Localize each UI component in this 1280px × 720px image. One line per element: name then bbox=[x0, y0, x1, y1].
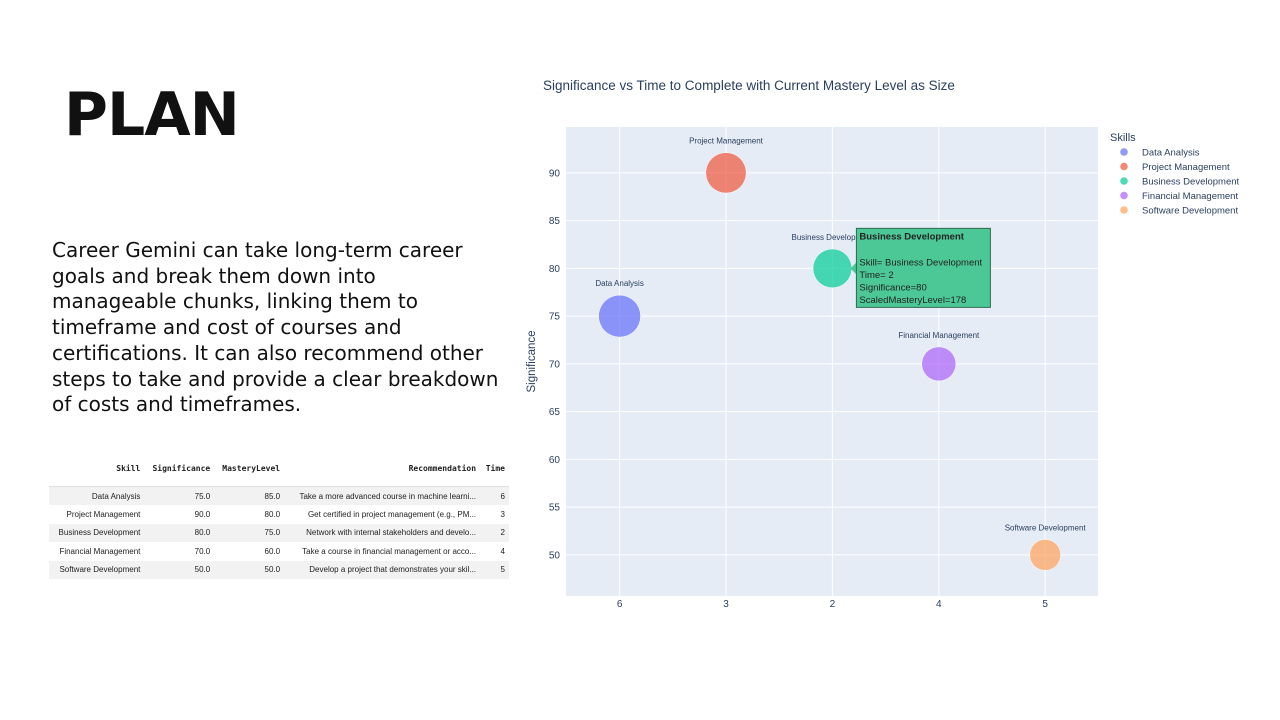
y-tick-label: 60 bbox=[549, 455, 561, 466]
bubble-point[interactable] bbox=[705, 152, 747, 194]
x-tick-label: 3 bbox=[723, 599, 729, 610]
cell-time: 4 bbox=[500, 546, 505, 556]
cell-time: 5 bbox=[500, 565, 505, 575]
cell-significance: 90.0 bbox=[194, 510, 211, 520]
y-tick-label: 80 bbox=[549, 264, 561, 275]
cell-mastery-level: 85.0 bbox=[264, 491, 281, 501]
y-tick-label: 85 bbox=[549, 216, 561, 227]
y-tick-label: 90 bbox=[549, 168, 561, 179]
cell-recommendation: Develop a project that demonstrates your… bbox=[309, 565, 477, 575]
cell-skill: Data Analysis bbox=[91, 491, 141, 501]
y-tick-label: 75 bbox=[549, 312, 561, 323]
cell-recommendation: Network with internal stakeholders and d… bbox=[306, 528, 477, 538]
cell-skill: Software Development bbox=[59, 565, 141, 575]
y-tick-label: 50 bbox=[549, 550, 561, 561]
bubble-label: Financial Management bbox=[898, 331, 980, 340]
header-skill: Skill bbox=[116, 464, 141, 473]
header-mastery-level: MasteryLevel bbox=[222, 464, 281, 473]
y-tick-label: 55 bbox=[549, 503, 561, 514]
legend-marker[interactable] bbox=[1120, 191, 1128, 200]
cell-mastery-level: 50.0 bbox=[264, 565, 281, 575]
tooltip-line: ScaledMasteryLevel=178 bbox=[859, 295, 966, 306]
slide-title: PLAN bbox=[64, 80, 240, 150]
tooltip-line: Time= 2 bbox=[859, 270, 893, 281]
legend-title: Skills bbox=[1110, 132, 1136, 144]
x-tick-label: 2 bbox=[830, 599, 836, 610]
x-tick-label: 6 bbox=[617, 599, 623, 610]
cell-significance: 50.0 bbox=[194, 565, 211, 575]
cell-time: 2 bbox=[500, 528, 505, 538]
skills-table: Skill Significance MasteryLevel Recommen… bbox=[49, 464, 509, 579]
cell-skill: Project Management bbox=[66, 510, 141, 520]
tooltip-line: Significance=80 bbox=[859, 282, 926, 293]
cell-mastery-level: 60.0 bbox=[264, 546, 281, 556]
tooltip-box bbox=[855, 227, 991, 308]
y-tick-label: 70 bbox=[549, 359, 561, 370]
cell-significance: 80.0 bbox=[194, 528, 211, 538]
header-time: Time bbox=[485, 464, 505, 473]
bubble-point[interactable] bbox=[598, 294, 641, 338]
bubble-chart[interactable]: Significance vs Time to Complete with Cu… bbox=[515, 60, 1270, 620]
table-row: Financial Management 70.0 60.0 Take a co… bbox=[49, 542, 509, 560]
y-tick-label: 65 bbox=[549, 407, 561, 418]
tooltip-line: Skill= Business Development bbox=[859, 257, 982, 268]
x-tick-label: 4 bbox=[936, 599, 942, 610]
legend-item-label: Business Development bbox=[1142, 177, 1240, 188]
table-row: Data Analysis 75.0 85.0 Take a more adva… bbox=[49, 486, 509, 506]
legend-marker[interactable] bbox=[1120, 148, 1128, 156]
x-tick-label: 5 bbox=[1042, 599, 1048, 610]
table-row: Software Development 50.0 50.0 Develop a… bbox=[49, 560, 509, 579]
legend-item-label: Financial Management bbox=[1142, 191, 1238, 202]
table-header-row: Skill Significance MasteryLevel Recommen… bbox=[49, 464, 509, 487]
legend-item-label: Data Analysis bbox=[1142, 148, 1200, 159]
cell-recommendation: Take a course in financial management or… bbox=[302, 546, 477, 556]
tooltip-pointer bbox=[850, 262, 857, 275]
legend-marker[interactable] bbox=[1120, 177, 1128, 185]
legend-item-label: Software Development bbox=[1142, 206, 1238, 217]
cell-mastery-level: 80.0 bbox=[264, 510, 281, 520]
legend-item-label: Project Management bbox=[1142, 162, 1230, 173]
bubble-point[interactable] bbox=[921, 346, 957, 382]
cell-recommendation: Get certified in project management (e.g… bbox=[307, 510, 477, 520]
header-recommendation: Recommendation bbox=[408, 464, 477, 473]
y-axis-label: Significance bbox=[526, 330, 538, 392]
cell-time: 3 bbox=[500, 510, 505, 520]
header-significance: Significance bbox=[152, 464, 211, 473]
bubble-label: Software Development bbox=[1005, 523, 1087, 532]
bubble-point[interactable] bbox=[1029, 539, 1061, 571]
table-row: Project Management 90.0 80.0 Get certifi… bbox=[49, 505, 509, 523]
bubble-point[interactable] bbox=[812, 248, 853, 289]
bubble-label: Project Management bbox=[689, 137, 764, 146]
cell-time: 6 bbox=[500, 491, 505, 501]
cell-mastery-level: 75.0 bbox=[264, 528, 281, 538]
chart-title: Significance vs Time to Complete with Cu… bbox=[543, 78, 955, 93]
cell-significance: 75.0 bbox=[194, 491, 211, 501]
table-row: Business Development 80.0 75.0 Network w… bbox=[49, 523, 509, 543]
bubble-label: Business Development bbox=[791, 233, 874, 242]
bubble-label: Data Analysis bbox=[595, 279, 643, 288]
slide-body-text: Career Gemini can take long-term career … bbox=[52, 238, 499, 417]
cell-recommendation: Take a more advanced course in machine l… bbox=[299, 491, 477, 501]
cell-significance: 70.0 bbox=[194, 546, 211, 556]
tooltip-title: Business Development bbox=[859, 231, 964, 242]
legend-marker[interactable] bbox=[1120, 162, 1128, 171]
cell-skill: Business Development bbox=[58, 528, 141, 538]
legend-marker[interactable] bbox=[1120, 206, 1128, 214]
cell-skill: Financial Management bbox=[59, 546, 141, 556]
